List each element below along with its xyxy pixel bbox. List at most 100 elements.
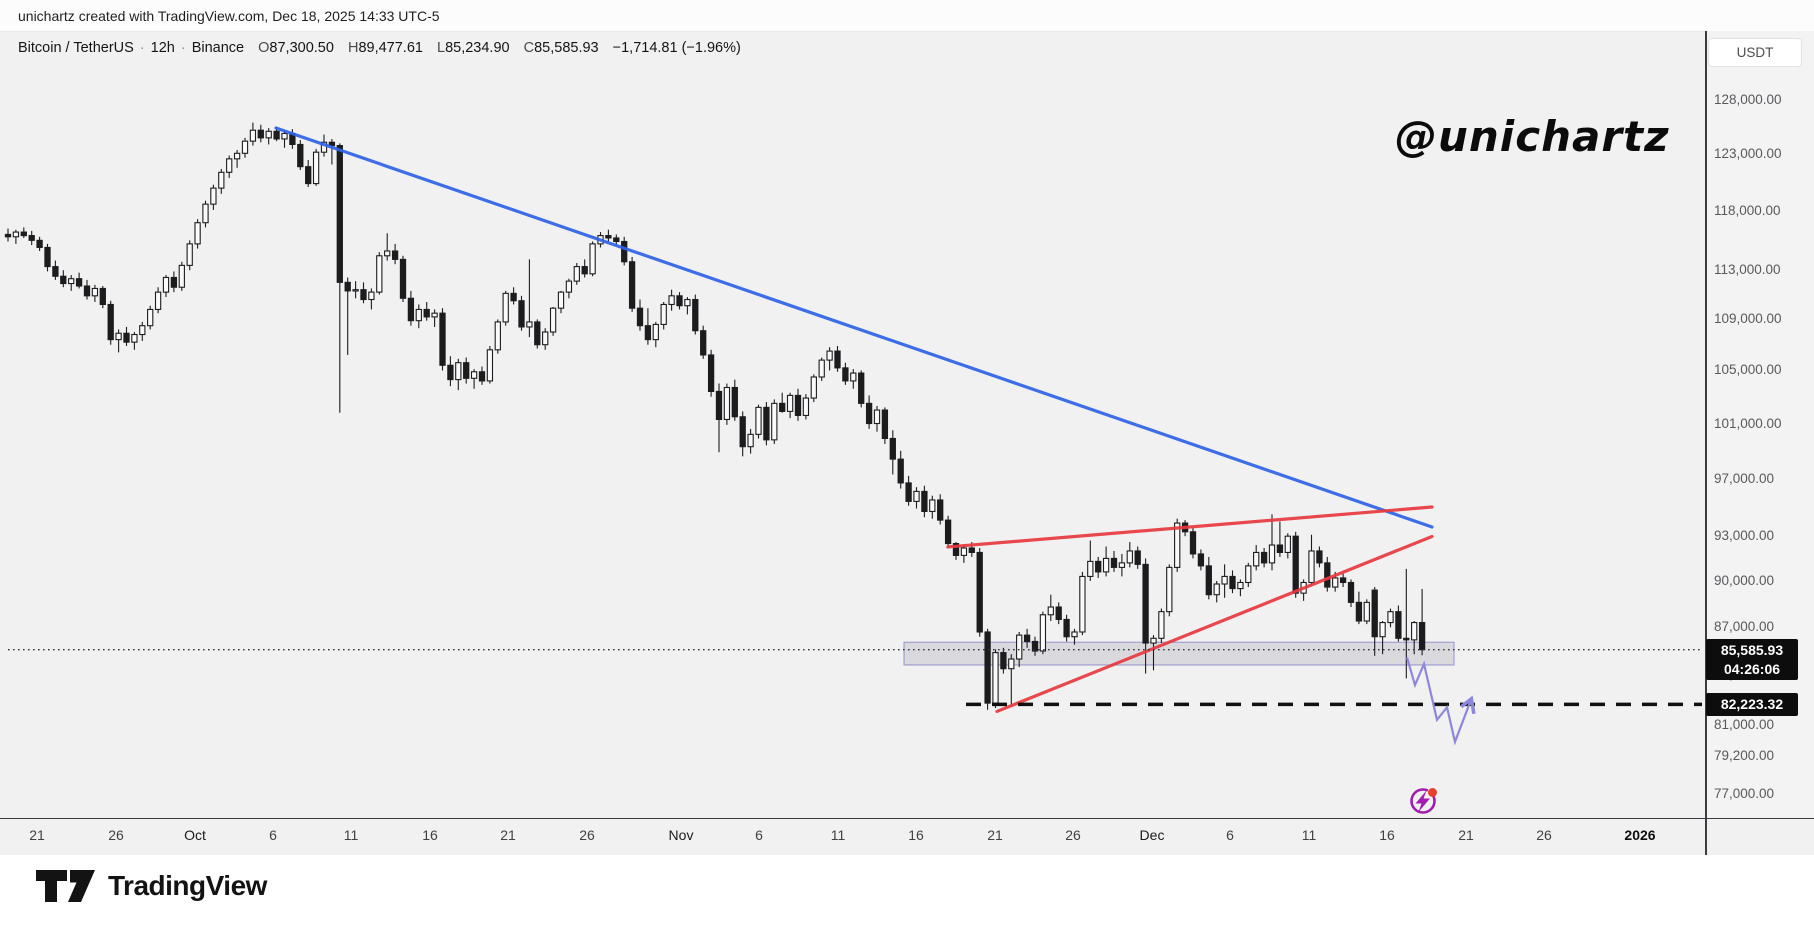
candle-down <box>1316 550 1323 564</box>
candle-up <box>1379 622 1386 638</box>
time-tick-label: 6 <box>755 827 763 843</box>
time-axis-panel[interactable] <box>0 818 1814 856</box>
candle-down <box>1395 611 1402 639</box>
candle-down <box>1197 553 1205 567</box>
bar-countdown: 04:26:06 <box>1723 660 1781 677</box>
candle-up <box>826 350 833 361</box>
candle-up <box>352 289 359 292</box>
candle-down <box>60 275 67 285</box>
time-tick-label: 16 <box>422 827 438 843</box>
candle-down <box>463 362 470 379</box>
candle-down <box>1371 589 1378 638</box>
candle-down <box>1063 618 1070 638</box>
time-tick-label: 16 <box>1379 827 1395 843</box>
interval-label[interactable]: 12h <box>150 40 175 56</box>
time-tick-label: 21 <box>500 827 516 843</box>
candle-up <box>786 394 794 412</box>
candle-up <box>384 250 391 257</box>
candle-down <box>273 130 280 140</box>
time-tick-label: 11 <box>1301 827 1317 843</box>
candle-down <box>1055 606 1062 620</box>
price-tick-label: 79,200.00 <box>1714 747 1775 763</box>
candle-down <box>170 276 178 288</box>
candle-down <box>1347 581 1355 603</box>
candle-down <box>510 292 517 302</box>
candle-up <box>810 376 817 399</box>
candle-down <box>1276 544 1284 553</box>
candle-down <box>1031 640 1039 652</box>
candle-down <box>20 231 27 237</box>
candle-up <box>281 132 288 140</box>
candle-down <box>621 240 628 263</box>
candle-down <box>1000 652 1007 670</box>
candle-up <box>249 129 257 142</box>
candle-up <box>194 222 201 245</box>
candle-up <box>1363 601 1370 622</box>
candle-up <box>12 231 20 238</box>
candle-down <box>83 285 91 297</box>
rising-resistance-trendline <box>946 505 1434 549</box>
candle-down <box>123 332 130 343</box>
candle-up <box>1102 557 1110 573</box>
time-tick-label: 11 <box>343 827 359 843</box>
descending-resistance-trendline <box>274 126 1434 529</box>
candle-up <box>1284 535 1291 553</box>
candle-down <box>905 482 912 502</box>
candle-up <box>1016 634 1023 660</box>
candle-down <box>1110 557 1118 568</box>
candle-up <box>1039 614 1047 652</box>
time-tick-label: 21 <box>29 827 45 843</box>
candle-up <box>1237 581 1244 590</box>
rising-support-trendline <box>995 534 1434 714</box>
candle-down <box>779 402 786 412</box>
price-tick-label: 105,000.00 <box>1714 362 1782 378</box>
candle-down <box>581 266 588 275</box>
high-label: H <box>347 40 359 56</box>
candle-up <box>1008 658 1015 670</box>
time-tick-label: 26 <box>1536 827 1552 843</box>
candle-up <box>660 303 667 325</box>
time-tick-label: 6 <box>1226 827 1234 843</box>
candle-down <box>28 235 35 241</box>
candle-up <box>1118 562 1126 568</box>
candle-down <box>1324 562 1331 588</box>
candle-up <box>455 362 462 381</box>
candle-up <box>470 371 478 379</box>
price-tick-label: 77,000.00 <box>1714 786 1775 801</box>
symbol-header[interactable]: Bitcoin / TetherUS · 12h · Binance O87,300.5… <box>18 40 741 56</box>
currency-toggle-button[interactable]: USDT <box>1708 38 1802 67</box>
time-tick-label: 21 <box>987 827 1003 843</box>
price-axis-panel[interactable] <box>1705 31 1814 855</box>
candle-down <box>1095 560 1102 573</box>
candle-down <box>447 364 454 381</box>
candle-up <box>557 291 565 309</box>
price-tick-label: 97,000.00 <box>1714 470 1775 486</box>
level-price-value: 82,223.32 <box>1720 695 1784 712</box>
candle-down <box>921 490 928 513</box>
candle-down <box>676 295 683 307</box>
candle-down <box>692 298 699 332</box>
candle-up <box>542 331 549 346</box>
candle-up <box>233 152 241 160</box>
watermark-text: @unichartz <box>1395 112 1670 161</box>
symbol-name[interactable]: Bitcoin / TetherUS <box>18 40 134 56</box>
candle-up <box>139 325 146 336</box>
candle-up <box>1174 522 1181 568</box>
candle-up <box>494 321 501 351</box>
candle-up <box>1079 575 1086 633</box>
tradingview-logo[interactable]: TradingView <box>36 869 267 903</box>
candle-up <box>1047 606 1054 616</box>
candle-up <box>850 372 857 382</box>
candle-up <box>723 386 731 421</box>
candle-up <box>1221 575 1228 585</box>
candle-down <box>360 289 367 301</box>
time-tick-label: 11 <box>830 827 846 843</box>
candle-down <box>36 239 43 248</box>
candle-up <box>241 140 249 154</box>
current-price-value: 85,585.93 <box>1720 641 1784 658</box>
candle-down <box>1023 634 1031 643</box>
candle-down <box>99 287 106 306</box>
candle-down <box>944 519 952 545</box>
